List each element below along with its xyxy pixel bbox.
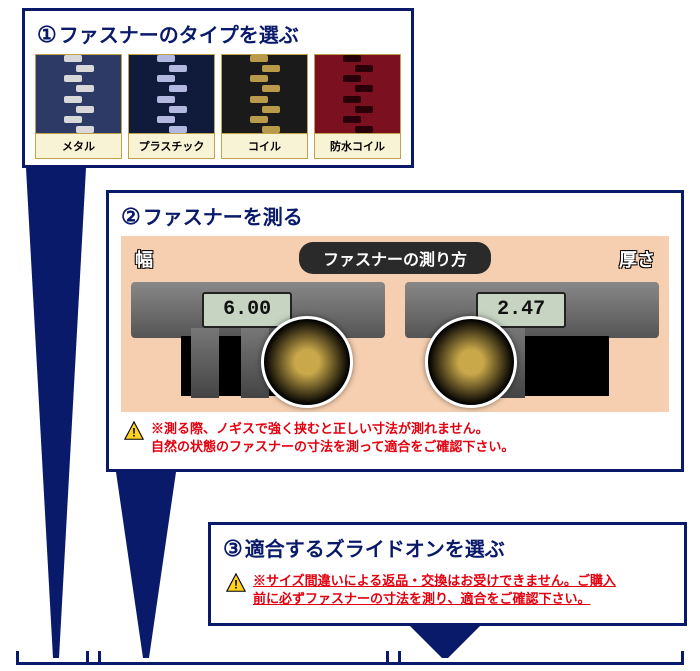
step1-title-text: ファスナーのタイプを選ぶ: [59, 25, 299, 47]
svg-text:!: !: [234, 578, 238, 592]
panel-step1: ①ファスナーのタイプを選ぶ メタル プラスチック コイル 防水コイル: [22, 8, 414, 168]
caliper-reading-width: 6.00: [202, 292, 292, 328]
step3-number: ③: [223, 536, 243, 561]
measure-label-width: 幅: [135, 246, 153, 272]
bottom-bracket: [16, 647, 684, 665]
zoom-circle-thickness: [425, 316, 517, 408]
panel-step2: ②ファスナーを測る ファスナーの測り方 幅 6.00 厚さ 2.47 !: [106, 190, 684, 472]
panel3-warn-line1: ※サイズ間違いによる返品・交換はお受けできません。ご購入: [253, 573, 616, 588]
measure-col-width: 幅 6.00: [121, 236, 395, 412]
step2-title-text: ファスナーを測る: [143, 207, 303, 229]
warning-icon: !: [225, 572, 247, 599]
step3-title-text: 適合するズライドオンを選ぶ: [245, 539, 505, 561]
step1-number: ①: [37, 22, 57, 47]
step2-number: ②: [121, 204, 141, 229]
panel2-title: ②ファスナーを測る: [109, 193, 681, 236]
panel1-title: ①ファスナーのタイプを選ぶ: [25, 11, 411, 54]
panel3-warning-text: ※サイズ間違いによる返品・交換はお受けできません。ご購入 前に必ずファスナーの寸…: [253, 572, 616, 608]
arrow-step1-down: [26, 168, 86, 658]
arrow-step2-down: [116, 472, 176, 658]
type-label-waterproof: 防水コイル: [315, 133, 400, 158]
warning-icon: !: [123, 420, 145, 447]
type-swatch-plastic: [129, 55, 214, 133]
type-label-metal: メタル: [36, 133, 121, 158]
type-swatch-waterproof: [315, 55, 400, 133]
type-swatch-coil: [222, 55, 307, 133]
type-tile-plastic[interactable]: プラスチック: [128, 54, 215, 159]
type-label-plastic: プラスチック: [129, 133, 214, 158]
type-tile-metal[interactable]: メタル: [35, 54, 122, 159]
panel-step3: ③適合するズライドオンを選ぶ ! ※サイズ間違いによる返品・交換はお受けできませ…: [208, 522, 687, 626]
panel2-warn-line1: ※測る際、ノギスで強く挟むと正しい寸法が測れません。: [151, 421, 489, 436]
type-tile-waterproof[interactable]: 防水コイル: [314, 54, 401, 159]
zoom-circle-width: [261, 316, 353, 408]
measure-label-thickness: 厚さ: [619, 246, 655, 272]
svg-text:!: !: [132, 426, 136, 440]
fastener-types-row: メタル プラスチック コイル 防水コイル: [25, 54, 411, 167]
type-tile-coil[interactable]: コイル: [221, 54, 308, 159]
caliper-jaw-l: [191, 328, 219, 398]
type-swatch-metal: [36, 55, 121, 133]
panel3-warning: ! ※サイズ間違いによる返品・交換はお受けできません。ご購入 前に必ずファスナー…: [211, 568, 684, 614]
panel2-warning-text: ※測る際、ノギスで強く挟むと正しい寸法が測れません。 自然の状態のファスナーの寸…: [151, 420, 514, 456]
panel3-warn-line2: 前に必ずファスナーの寸法を測り、適合をご確認下さい。: [253, 591, 590, 606]
measure-area: ファスナーの測り方 幅 6.00 厚さ 2.47: [121, 236, 669, 412]
panel2-warning: ! ※測る際、ノギスで強く挟むと正しい寸法が測れません。 自然の状態のファスナー…: [109, 416, 681, 462]
panel2-warn-line2: 自然の状態のファスナーの寸法を測って適合をご確認下さい。: [151, 439, 514, 454]
measure-col-thickness: 厚さ 2.47: [395, 236, 669, 412]
panel3-title: ③適合するズライドオンを選ぶ: [211, 525, 684, 568]
type-label-coil: コイル: [222, 133, 307, 158]
